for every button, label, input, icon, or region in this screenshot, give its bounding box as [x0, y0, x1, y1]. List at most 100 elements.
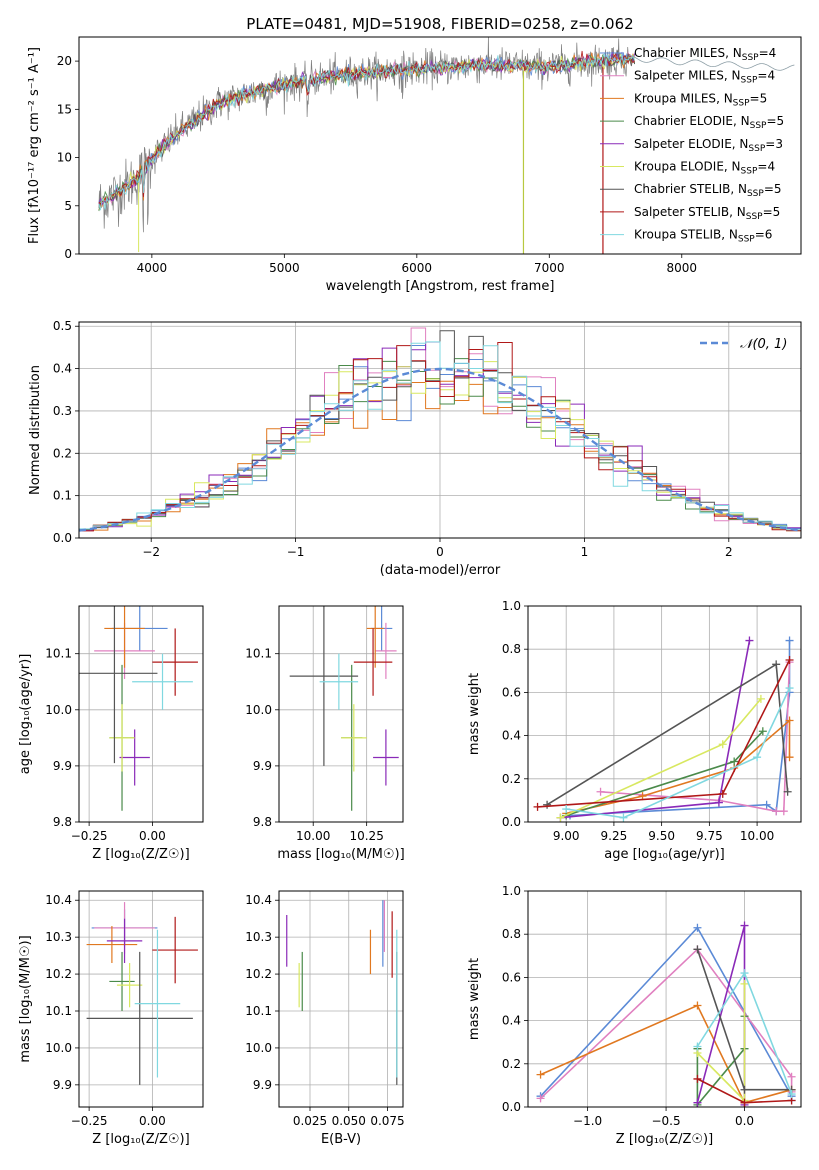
- massweight-vs-Z-data-marker: [693, 1042, 702, 1051]
- spectrum-xtick-label: 8000: [666, 261, 697, 275]
- spectrum-plot-area: [98, 37, 795, 254]
- legend-nssp-eq: =: [765, 137, 775, 151]
- legend-model-name: Kroupa ELODIE: [634, 160, 724, 174]
- residuals-ytick-label: 0.0: [53, 531, 72, 545]
- mass-vs-EBV-ytick-label: 10.1: [245, 1004, 272, 1018]
- legend-nssp-sub: SSP: [741, 76, 758, 86]
- massweight-vs-age-data-marker: [596, 787, 605, 796]
- age-vs-Z-panel: −0.25 0.00 9.8 9.9 10.0 10.1 Z [log₁₀(Z/Z☉)] ag…: [18, 605, 204, 862]
- residuals-ytick-label: 0.3: [53, 404, 72, 418]
- age-vs-Z-ytick-label: 10.0: [45, 703, 72, 717]
- massweight-vs-age-data-marker: [619, 813, 628, 822]
- legend-entry: Kroupa MILES, NSSP=5: [634, 91, 767, 108]
- age-vs-Z-errorbar-point: [152, 628, 198, 696]
- massweight-vs-Z-data-marker: [536, 1094, 545, 1103]
- mass-vs-Z-errorbar-point: [152, 916, 198, 984]
- mass-vs-EBV-panel: 0.025 0.050 0.075 9.9 10.0 10.1 10.2 10.3 10.4 E(…: [245, 890, 405, 1147]
- massweight-vs-age-data-marker: [785, 684, 794, 693]
- mass-vs-Z-ytick-label: 10.3: [45, 930, 72, 944]
- massweight-vs-Z-data-marker: [740, 921, 749, 930]
- age-vs-mass-xtick-label: 10.00: [296, 829, 330, 843]
- age-vs-Z-xtick-label: −0.25: [71, 829, 108, 843]
- massweight-vs-age-data-marker: [718, 740, 727, 749]
- mass-vs-Z-panel: −0.25 0.00 9.9 10.0 10.1 10.2 10.3 10.4 Z [log₁₀…: [18, 890, 204, 1147]
- massweight-vs-Z-ytick-label: 0.2: [502, 1057, 521, 1071]
- massweight-vs-age-xlabel: age [log₁₀(age/yr)]: [604, 847, 725, 862]
- spectrum-ytick-label: 15: [57, 102, 72, 116]
- legend-nssp-prefix: , N: [725, 46, 742, 60]
- massweight-vs-age-data-marker: [785, 656, 794, 664]
- residuals-plot-area: [79, 327, 801, 532]
- age-vs-Z-ytick-label: 9.9: [53, 759, 72, 773]
- massweight-vs-age-data-marker: [772, 660, 781, 669]
- legend-entry: Chabrier STELIB, NSSP=5: [634, 182, 782, 199]
- massweight-vs-age-axes-frame: [527, 605, 802, 823]
- massweight-vs-age-data-marker: [556, 813, 565, 822]
- massweight-vs-Z-ytick-label: 1.0: [502, 884, 521, 898]
- legend-nssp-value: 5: [773, 205, 781, 219]
- legend-nssp-sub: SSP: [738, 235, 755, 245]
- age-vs-mass-ytick-label: 9.8: [253, 815, 272, 829]
- legend-model-name: Salpeter ELODIE: [634, 137, 732, 151]
- legend-nssp-prefix: , N: [721, 228, 738, 242]
- age-vs-mass-axes-frame: [278, 605, 404, 823]
- massweight-vs-age-xtick-label: 10.00: [740, 829, 774, 843]
- legend-entry: Kroupa ELODIE, NSSP=4: [634, 160, 775, 177]
- legend-model-name: Kroupa MILES: [634, 91, 716, 105]
- gaussian-legend-label: 𝒩(0, 1): [740, 337, 787, 352]
- massweight-vs-age-data-marker: [756, 694, 765, 703]
- age-vs-mass-errorbar-point: [341, 704, 367, 772]
- age-vs-mass-ytick-label: 10.0: [245, 703, 272, 717]
- massweight-vs-Z-ytick-label: 0.6: [502, 970, 521, 984]
- mass-vs-Z-errorbar-point: [116, 963, 143, 1008]
- residuals-ylabel: Normed distribution: [28, 365, 43, 495]
- age-vs-mass-plot-area: [289, 606, 399, 811]
- legend-model-name: Salpeter MILES: [634, 69, 724, 83]
- residuals-xtick-label: −1: [287, 545, 305, 559]
- massweight-vs-age-xtick-label: 9.00: [553, 829, 580, 843]
- legend-nssp-sub: SSP: [733, 98, 750, 108]
- massweight-vs-age-data-marker: [772, 807, 781, 816]
- legend-entry: Kroupa STELIB, NSSP=6: [634, 228, 772, 245]
- massweight-vs-age-panel: 9.00 9.25 9.50 9.75 10.00 0.0 0.2 0.4 0.6 0.8 1.0 a…: [467, 599, 802, 862]
- legend-nssp-sub: SSP: [747, 189, 764, 199]
- legend-nssp-prefix: , N: [730, 182, 747, 196]
- legend-model-name: Kroupa STELIB: [634, 228, 721, 242]
- massweight-vs-Z-xtick-label: −0.5: [651, 1114, 680, 1128]
- massweight-vs-Z-ytick-label: 0.0: [502, 1100, 521, 1114]
- massweight-vs-Z-data-marker: [693, 1001, 702, 1010]
- mass-vs-Z-plot-area: [86, 902, 198, 1085]
- massweight-vs-age-ylabel: mass weight: [467, 673, 482, 755]
- massweight-vs-age-data-marker: [745, 636, 754, 645]
- age-vs-mass-errorbar-point: [289, 606, 359, 766]
- legend-nssp-prefix: , N: [716, 91, 733, 105]
- spectrum-ytick-label: 10: [57, 151, 72, 165]
- legend-nssp-eq: =: [750, 91, 760, 105]
- massweight-vs-Z-data-marker: [693, 1074, 702, 1083]
- legend-nssp-value: 4: [769, 46, 777, 60]
- legend-model-name: Chabrier MILES: [634, 46, 725, 60]
- massweight-vs-age-data-marker: [533, 802, 542, 811]
- age-vs-mass-panel: 10.00 10.25 9.8 9.9 10.0 10.1 mass [log₁₀(M/M☉…: [245, 605, 405, 862]
- spectrum-model-line: [98, 50, 635, 206]
- figure-title: PLATE=0481, MJD=51908, FIBERID=0258, z=0…: [246, 15, 633, 33]
- massweight-vs-age-data-marker: [785, 753, 794, 762]
- legend-nssp-value: 6: [765, 228, 773, 242]
- age-vs-mass-ytick-label: 9.9: [253, 759, 272, 773]
- mass-vs-Z-ytick-label: 10.4: [45, 893, 72, 907]
- massweight-vs-Z-ylabel: mass weight: [467, 958, 482, 1040]
- massweight-vs-age-data-marker: [730, 757, 739, 766]
- massweight-vs-Z-xtick-label: −1.0: [573, 1114, 602, 1128]
- massweight-vs-age-xtick-label: 9.50: [648, 829, 675, 843]
- mass-vs-Z-errorbar-point: [106, 918, 143, 963]
- legend-entry: Salpeter MILES, NSSP=4: [634, 69, 775, 86]
- legend-nssp-eq: =: [757, 69, 767, 83]
- legend-nssp-eq: =: [766, 114, 776, 128]
- massweight-vs-Z-data-marker: [693, 945, 702, 954]
- massweight-vs-age-data-marker: [785, 636, 794, 645]
- mass-vs-EBV-ytick-label: 10.4: [245, 893, 272, 907]
- massweight-vs-Z-xtick-label: 0.0: [735, 1114, 754, 1128]
- spectrum-model-tail: [628, 54, 795, 71]
- residuals-xtick-label: −2: [142, 545, 160, 559]
- mass-vs-Z-ytick-label: 10.2: [45, 967, 72, 981]
